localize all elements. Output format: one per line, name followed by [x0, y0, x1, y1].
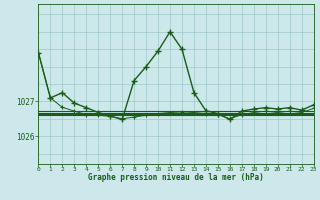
X-axis label: Graphe pression niveau de la mer (hPa): Graphe pression niveau de la mer (hPa) — [88, 173, 264, 182]
